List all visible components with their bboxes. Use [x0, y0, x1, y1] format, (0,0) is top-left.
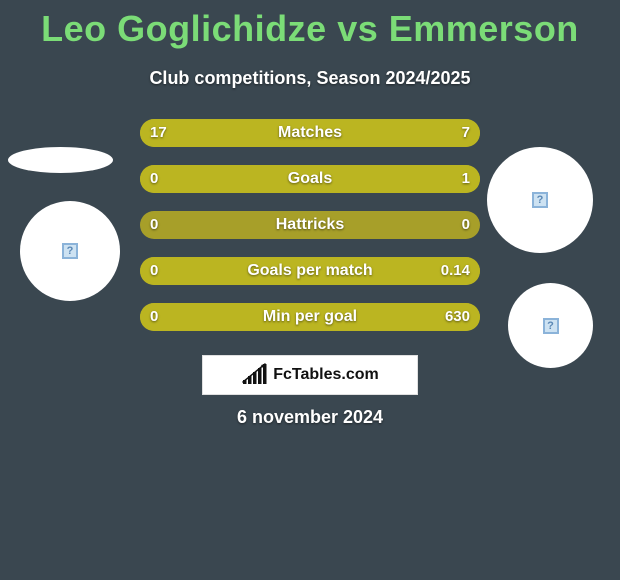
stat-row: 00.14Goals per match	[140, 257, 480, 285]
brand-badge: FcTables.com	[202, 355, 418, 395]
player-circle-right-2	[508, 283, 593, 368]
stat-row: 01Goals	[140, 165, 480, 193]
avatar-placeholder-icon	[532, 192, 548, 208]
stat-bars: 177Matches 01Goals 00Hattricks 00.14Goals p…	[140, 119, 480, 349]
date: 6 november 2024	[0, 407, 620, 428]
avatar-placeholder-icon	[62, 243, 78, 259]
stat-row: 00Hattricks	[140, 211, 480, 239]
bar-label: Goals	[140, 165, 480, 193]
page-title: Leo Goglichidze vs Emmerson	[0, 0, 620, 50]
avatar-placeholder-icon	[543, 318, 559, 334]
bar-label: Goals per match	[140, 257, 480, 285]
subtitle: Club competitions, Season 2024/2025	[0, 68, 620, 89]
bar-label: Hattricks	[140, 211, 480, 239]
stat-row: 0630Min per goal	[140, 303, 480, 331]
brand-text: FcTables.com	[273, 366, 379, 384]
player-circle-right-1	[487, 147, 593, 253]
stat-row: 177Matches	[140, 119, 480, 147]
decor-ellipse	[8, 147, 113, 173]
comparison-stage: 177Matches 01Goals 00Hattricks 00.14Goals p…	[0, 119, 620, 379]
bar-chart-icon	[241, 362, 267, 389]
bar-label: Min per goal	[140, 303, 480, 331]
bar-label: Matches	[140, 119, 480, 147]
player-circle-left	[20, 201, 120, 301]
